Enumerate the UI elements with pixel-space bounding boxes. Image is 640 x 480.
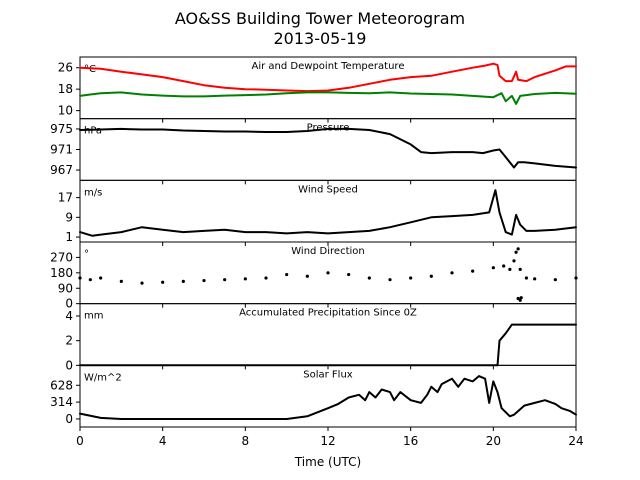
y-tick-label: 628	[50, 378, 73, 392]
panel-title: Solar Flux	[303, 369, 353, 380]
y-tick-label: 4	[65, 309, 73, 323]
panel-wind_speed: Wind Speed m/s 17 9 1	[58, 179, 577, 246]
data-point	[514, 250, 518, 254]
y-tick-label: 967	[50, 163, 73, 177]
y-tick-label: 2	[65, 334, 73, 348]
x-tick-label: 4	[159, 434, 167, 448]
unit-label: °C	[84, 64, 96, 75]
x-tick-label: 0	[76, 434, 84, 448]
data-point	[140, 281, 144, 285]
x-tick-label: 8	[242, 434, 250, 448]
data-point	[305, 274, 309, 278]
y-tick-label: 270	[50, 250, 73, 264]
panels-group: Air and Dewpoint Temperature°C261810Pres…	[50, 56, 578, 431]
y-tick-label: 9	[65, 210, 73, 224]
data-point	[285, 272, 289, 277]
unit-label: °	[84, 249, 89, 260]
chart-title: AO&SS Building Tower Meteorogram	[175, 9, 465, 28]
data-point	[518, 298, 522, 302]
x-tick-label: 20	[486, 434, 501, 448]
series-line-1	[79, 323, 577, 367]
data-point	[347, 272, 351, 277]
data-point	[471, 269, 475, 273]
data-point	[99, 276, 103, 280]
data-point	[388, 278, 392, 282]
data-point	[181, 279, 185, 283]
y-tick-label: 314	[50, 395, 73, 409]
unit-label: W/m^2	[84, 372, 122, 383]
data-point	[223, 278, 227, 282]
panel-title: Wind Speed	[298, 184, 358, 195]
data-point	[119, 279, 123, 283]
x-tick-label: 16	[403, 434, 418, 448]
y-tick-label: 90	[58, 281, 73, 295]
series-line-1	[79, 62, 577, 93]
data-point	[512, 259, 516, 263]
unit-label: hPa	[84, 126, 102, 137]
data-point	[491, 266, 495, 270]
data-point	[450, 271, 454, 275]
y-tick-label: 26	[58, 61, 73, 75]
data-point	[429, 274, 433, 278]
y-tick-label: 975	[50, 122, 73, 136]
data-point	[202, 278, 206, 283]
y-tick-label: 971	[50, 143, 73, 157]
data-point	[508, 267, 512, 272]
data-point	[78, 276, 82, 280]
y-tick-label: 180	[50, 266, 73, 280]
series-line-2	[79, 91, 577, 105]
unit-label: mm	[84, 311, 103, 322]
x-axis-label: Time (UTC)	[294, 455, 361, 469]
series-line-1	[79, 127, 577, 169]
y-tick-label: 0	[65, 412, 73, 426]
panel-precip: Accumulated Precipitation Since 0Z mm 4 2 0	[65, 303, 577, 372]
y-tick-label: 17	[58, 191, 73, 205]
data-point	[161, 280, 165, 284]
y-tick-label: 18	[58, 82, 73, 96]
data-point	[518, 267, 522, 272]
data-point	[367, 276, 371, 280]
y-tick-label: 0	[65, 358, 73, 372]
y-tick-label: 0	[65, 297, 73, 311]
data-point	[264, 276, 268, 280]
y-tick-label: 10	[58, 104, 73, 118]
data-point	[516, 247, 520, 251]
y-tick-label: 1	[65, 230, 73, 244]
data-point	[502, 264, 506, 268]
x-tick-label: 12	[320, 434, 335, 448]
series-line-1	[79, 375, 577, 420]
panel-title: Accumulated Precipitation Since 0Z	[239, 308, 417, 319]
data-point	[524, 276, 529, 280]
data-point	[553, 278, 557, 282]
data-point	[519, 296, 523, 300]
chart-subtitle: 2013-05-19	[274, 29, 367, 48]
series-line-1	[79, 189, 577, 237]
panel-temp: Air and Dewpoint Temperature °C 26 18 10	[58, 56, 577, 123]
data-point	[533, 277, 537, 281]
data-point	[574, 276, 578, 280]
data-point	[409, 276, 413, 280]
panel-title: Air and Dewpoint Temperature	[252, 61, 405, 72]
x-axis: 0 4 8 12 16 20 24	[76, 434, 583, 448]
unit-label: m/s	[84, 187, 102, 198]
x-tick-label: 24	[568, 434, 583, 448]
data-point	[243, 277, 247, 281]
data-point	[88, 278, 92, 282]
panel-title: Wind Direction	[291, 246, 365, 257]
data-point	[326, 271, 330, 275]
panel-solar: Solar Flux W/m^2 628 314 0	[50, 364, 577, 431]
